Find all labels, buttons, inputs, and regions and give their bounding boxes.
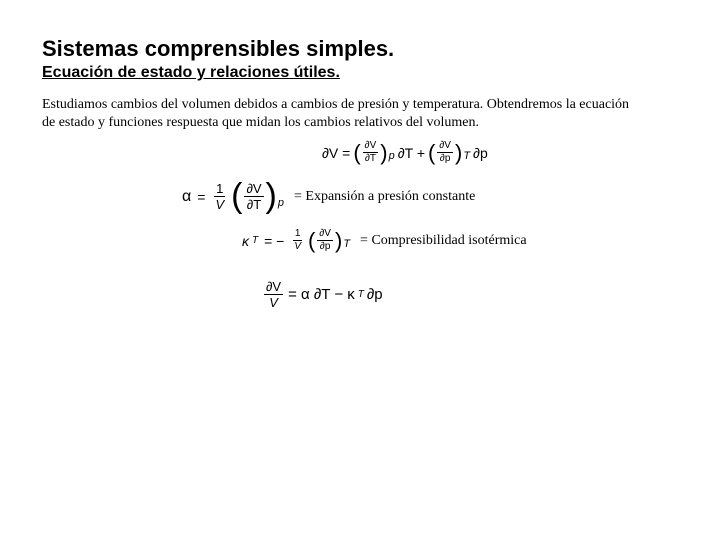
num: 1 [214, 182, 225, 197]
num: ∂V [264, 280, 283, 295]
sub: p [389, 150, 395, 162]
equation-kappa: κT = − 1 V ( ∂V ∂p ) T = Compresibilidad… [242, 229, 678, 252]
final-rhs-a: = α ∂T − κ [288, 286, 355, 303]
eq-sign: = − [264, 233, 284, 249]
sub: p [278, 197, 284, 209]
dv-over-v: ∂V V [264, 280, 283, 309]
alpha-symbol: α [182, 188, 191, 206]
equation-alpha: α = 1 V ( ∂V ∂T ) p = Expansión a presió… [182, 182, 678, 211]
den: V [292, 241, 303, 252]
den: ∂p [438, 153, 453, 164]
intro-paragraph: Estudiamos cambios del volumen debidos a… [42, 96, 642, 131]
pd-alpha: ( ∂V ∂T ) p [231, 182, 284, 211]
num: ∂V [363, 141, 379, 153]
alpha-label: = Expansión a presión constante [294, 189, 475, 205]
kappa-sub: T [252, 235, 258, 246]
mid1: ∂T + [398, 145, 425, 161]
sub: T [343, 238, 350, 250]
pd-kappa: ( ∂V ∂p ) T [308, 229, 350, 252]
equation-final: ∂V V = α ∂T − κT ∂p [262, 280, 678, 309]
tail: ∂p [473, 145, 488, 161]
num: ∂V [317, 229, 333, 241]
final-ksub: T [358, 289, 364, 300]
one-over-v: 1 V [213, 182, 226, 211]
pd-dv-dp: ( ∂V ∂p ) T [428, 141, 470, 164]
kappa-symbol: κ [242, 233, 249, 249]
pd-dv-dt: ( ∂V ∂T ) p [353, 141, 394, 164]
den: V [213, 197, 226, 211]
eq-sign: = [197, 189, 205, 205]
sub: T [463, 150, 470, 162]
den: ∂T [245, 197, 263, 211]
num: ∂V [244, 182, 263, 197]
kappa-label: = Compresibilidad isotérmica [360, 233, 527, 249]
equation-dv-total: ∂V = ( ∂V ∂T ) p ∂T + ( ∂V ∂p ) T ∂p [322, 141, 678, 164]
dv-lhs: ∂V = [322, 145, 350, 161]
num: 1 [293, 229, 303, 241]
den: ∂p [318, 241, 333, 252]
page-title: Sistemas comprensibles simples. [42, 36, 678, 62]
one-over-v: 1 V [292, 229, 303, 252]
den: ∂T [363, 153, 378, 164]
final-tail: ∂p [367, 286, 383, 303]
page-subtitle: Ecuación de estado y relaciones útiles. [42, 64, 678, 82]
num: ∂V [437, 141, 453, 153]
den: V [267, 295, 280, 309]
